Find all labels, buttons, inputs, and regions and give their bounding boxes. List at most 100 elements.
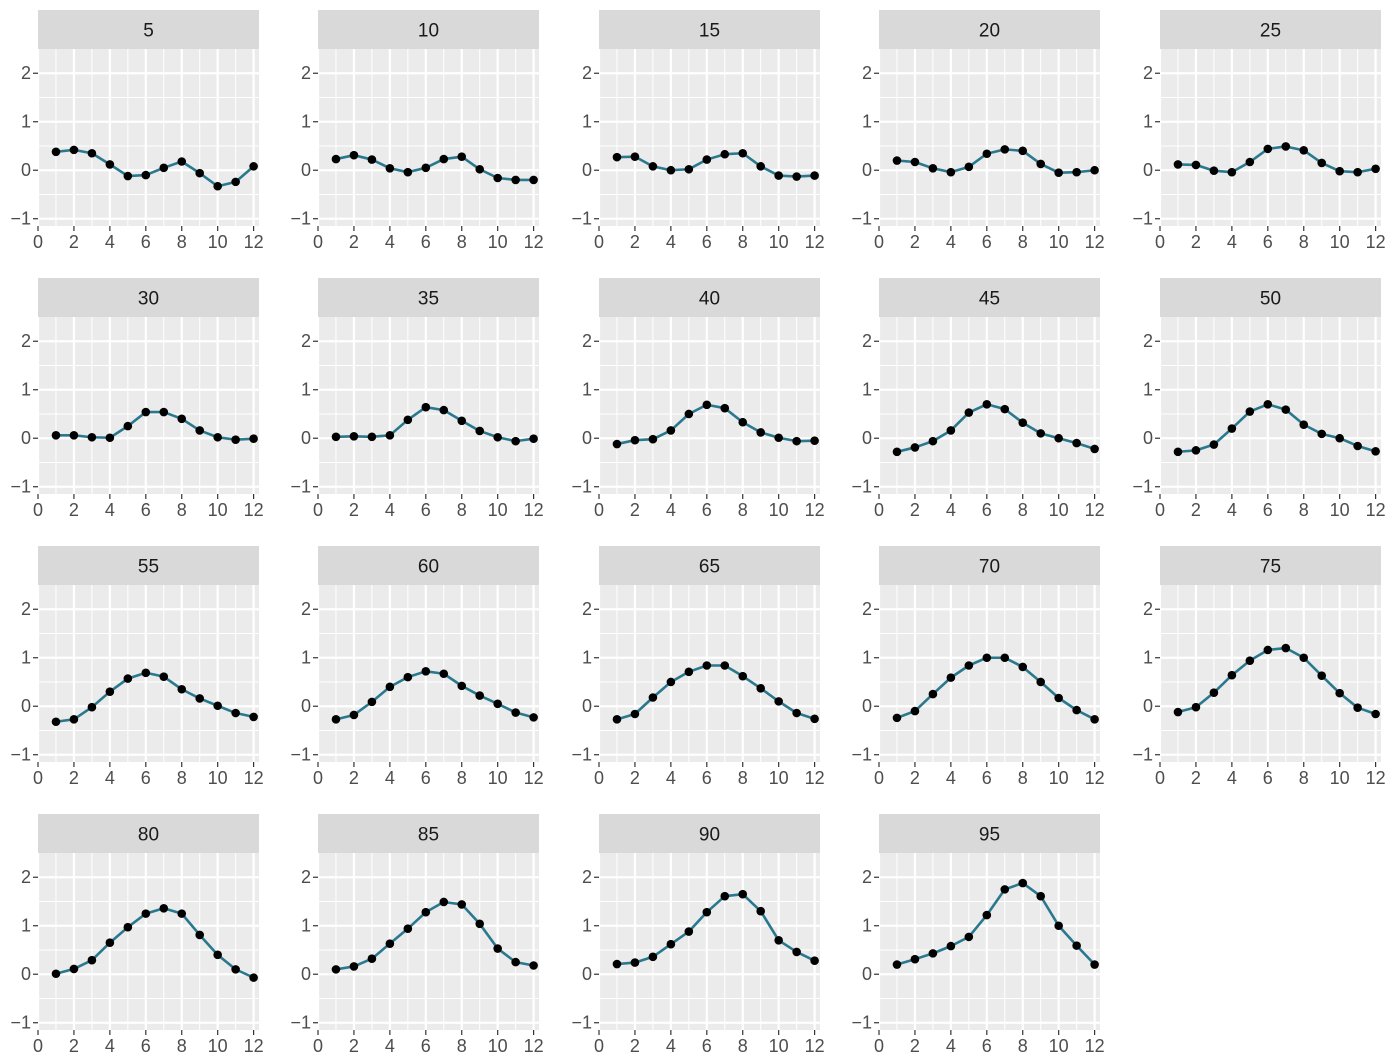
x-tick-label: 0 <box>33 500 43 520</box>
data-point <box>105 687 115 696</box>
x-tick-label: 6 <box>982 768 992 788</box>
data-point <box>810 436 819 445</box>
data-point <box>1245 656 1255 665</box>
y-tick-label: 2 <box>582 63 592 83</box>
data-point <box>475 919 485 929</box>
data-point <box>141 170 151 180</box>
data-point <box>385 682 395 692</box>
data-point <box>1335 688 1344 698</box>
data-point <box>249 973 258 982</box>
data-point <box>612 959 622 969</box>
facet-strip <box>879 814 1100 853</box>
x-tick-label: 12 <box>244 232 264 252</box>
data-point <box>756 683 766 693</box>
facet-strip <box>38 814 259 853</box>
data-point <box>648 693 658 702</box>
data-point <box>1018 662 1028 672</box>
facet-strip-label: 60 <box>418 557 439 578</box>
x-tick-label: 4 <box>1227 232 1237 252</box>
data-point <box>213 701 222 711</box>
x-tick-label: 12 <box>1085 1036 1105 1056</box>
data-point <box>1317 671 1327 680</box>
data-point <box>684 667 694 677</box>
x-tick-label: 4 <box>666 1036 676 1056</box>
facet-strip-label: 10 <box>418 21 439 42</box>
x-tick-label: 12 <box>1366 768 1386 788</box>
y-tick-label: 2 <box>1143 63 1153 83</box>
data-point <box>648 952 658 962</box>
x-tick-label: 6 <box>702 500 712 520</box>
x-tick-label: 10 <box>488 232 508 252</box>
data-point <box>159 163 169 173</box>
data-point <box>51 147 61 157</box>
data-point <box>964 932 974 942</box>
y-tick-label: 0 <box>582 160 592 180</box>
data-point <box>720 891 730 901</box>
data-point <box>666 939 676 949</box>
x-tick-label: 10 <box>769 1036 789 1056</box>
data-point <box>1000 653 1010 663</box>
data-point <box>612 715 622 724</box>
data-point <box>1299 653 1309 663</box>
data-point <box>1299 146 1309 155</box>
data-point <box>612 152 622 162</box>
data-point <box>493 432 502 442</box>
x-tick-label: 8 <box>1299 500 1309 520</box>
data-point <box>702 907 712 917</box>
y-tick-label: 2 <box>1143 331 1153 351</box>
data-point <box>892 156 902 165</box>
panel-background <box>1160 585 1381 762</box>
x-tick-label: 4 <box>385 1036 395 1056</box>
y-tick-label: 1 <box>301 112 311 132</box>
data-point <box>123 922 133 932</box>
data-point <box>1335 433 1344 443</box>
x-tick-label: 2 <box>630 768 640 788</box>
data-point <box>684 164 694 174</box>
data-point <box>87 955 97 965</box>
data-point <box>702 155 712 164</box>
x-tick-label: 0 <box>33 232 43 252</box>
x-tick-label: 6 <box>702 1036 712 1056</box>
x-tick-label: 0 <box>874 1036 884 1056</box>
x-tick-label: 12 <box>244 768 264 788</box>
x-tick-label: 12 <box>524 500 544 520</box>
x-tick-label: 10 <box>1049 500 1069 520</box>
x-tick-label: 2 <box>630 500 640 520</box>
data-point <box>457 681 467 691</box>
x-tick-label: 8 <box>457 500 467 520</box>
data-point <box>231 435 240 444</box>
facet-strip-label: 95 <box>979 825 1000 846</box>
data-point <box>630 435 640 445</box>
data-point <box>892 960 902 969</box>
data-point <box>1090 715 1099 724</box>
data-point <box>1000 145 1010 154</box>
data-point <box>1191 160 1201 170</box>
data-point <box>1072 438 1081 448</box>
data-point <box>403 167 413 177</box>
x-tick-label: 0 <box>1155 232 1165 252</box>
y-tick-label: 1 <box>301 916 311 936</box>
data-point <box>964 162 974 172</box>
x-tick-label: 0 <box>594 232 604 252</box>
x-tick-label: 10 <box>208 768 228 788</box>
x-tick-label: 2 <box>1191 232 1201 252</box>
data-point <box>87 432 97 442</box>
data-point <box>666 165 676 175</box>
data-point <box>403 415 413 425</box>
data-point <box>331 965 341 974</box>
y-tick-label: 1 <box>862 916 872 936</box>
data-point <box>1227 167 1237 177</box>
x-tick-label: 8 <box>1018 768 1028 788</box>
x-tick-label: 4 <box>666 500 676 520</box>
x-tick-label: 8 <box>1018 500 1028 520</box>
panel-background <box>879 585 1100 762</box>
data-point <box>141 909 151 918</box>
data-point <box>141 668 151 678</box>
data-point <box>1209 688 1219 697</box>
data-point <box>69 964 79 974</box>
data-point <box>69 145 79 155</box>
y-tick-label: −1 <box>10 209 31 229</box>
